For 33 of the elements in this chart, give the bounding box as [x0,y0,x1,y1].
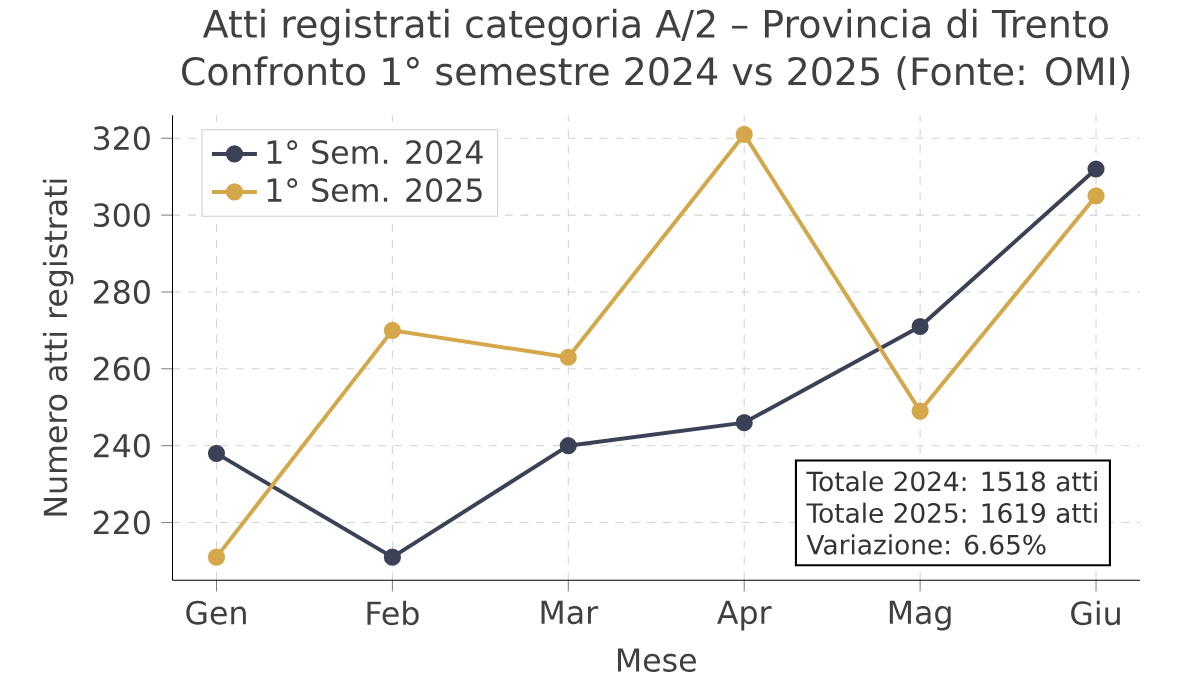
chart-title: Atti registrati categoria A/2 – Provincia di Trento [202,8,1108,46]
point [735,413,753,432]
x-tick-label: Apr [717,600,772,631]
x-tick-label: Mag [889,600,951,631]
y-tick-label: 240 [93,433,150,458]
y-tick-label: 320 [93,126,150,151]
point [559,437,577,455]
chart-subtitle: Confronto 1° semestre 2024 vs 2025 (Fonte: OMI) [182,56,1130,90]
y-axis-title: Numero atti registrati [42,179,74,516]
point [559,348,577,366]
point [911,402,929,420]
x-tick-label: Mar [541,600,599,625]
annotation: Variazione: 6.65% [806,534,1046,555]
point [383,321,401,339]
y-tick-label: 280 [93,279,150,304]
y-tick-label: 260 [93,356,150,381]
point [911,317,929,336]
point [207,444,226,462]
point [1087,187,1105,205]
annotation: Totale 2024: 1518 atti [806,470,1097,492]
point [207,548,226,566]
legend-label: 1° Sem. 2025 [267,178,482,203]
x-tick-label: Gen [186,600,246,625]
x-tick-label: Feb [367,600,419,626]
x-tick-label: Giu [1071,600,1120,626]
legend-label: 1° Sem. 2024 [267,140,483,165]
y-tick-label: 220 [93,510,150,535]
y-tick-label: 300 [93,203,150,227]
annotation: Totale 2025: 1619 atti [806,502,1097,523]
point [1087,160,1105,178]
point [383,548,401,566]
point [735,125,753,143]
x-axis-title: Mese [618,648,696,672]
